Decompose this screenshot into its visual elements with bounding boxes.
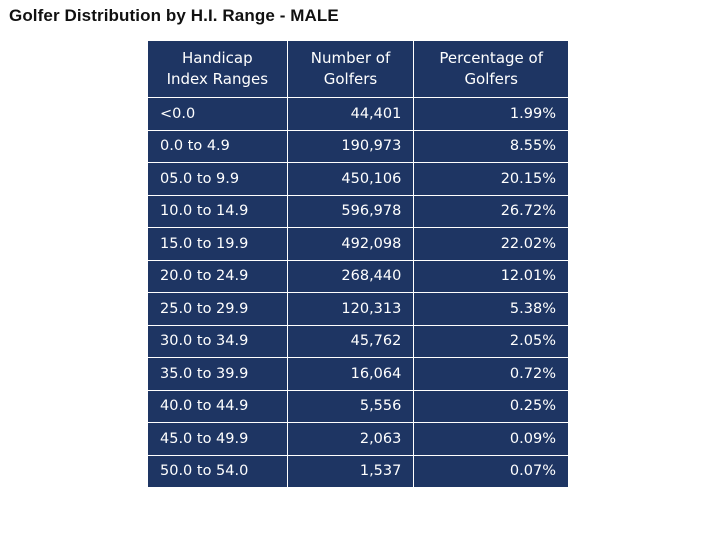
table-row: 30.0 to 34.9 45,762 2.05% xyxy=(147,324,569,358)
cell-hi-range: 05.0 to 9.9 xyxy=(147,162,288,196)
table-row: 05.0 to 9.9 450,106 20.15% xyxy=(147,162,569,196)
cell-percentage-of-golfers: 0.07% xyxy=(413,454,569,488)
cell-hi-range: 30.0 to 34.9 xyxy=(147,324,288,358)
cell-percentage-of-golfers: 2.05% xyxy=(413,324,569,358)
cell-percentage-of-golfers: 5.38% xyxy=(413,292,569,326)
cell-number-of-golfers: 450,106 xyxy=(286,162,415,196)
cell-number-of-golfers: 2,063 xyxy=(286,422,415,456)
header-line: Golfers xyxy=(323,70,378,88)
cell-hi-range: 40.0 to 44.9 xyxy=(147,389,288,423)
header-line: Number of xyxy=(310,49,391,67)
header-number-of-golfers: Number of Golfers xyxy=(286,40,415,98)
cell-percentage-of-golfers: 22.02% xyxy=(413,227,569,261)
cell-hi-range: 25.0 to 29.9 xyxy=(147,292,288,326)
header-line: Golfers xyxy=(464,70,518,88)
cell-percentage-of-golfers: 12.01% xyxy=(413,259,569,293)
cell-hi-range: <0.0 xyxy=(147,97,288,131)
cell-number-of-golfers: 16,064 xyxy=(286,357,415,391)
table-row: 20.0 to 24.9 268,440 12.01% xyxy=(147,259,569,293)
table-title: Golfer Distribution by H.I. Range - MALE xyxy=(9,6,339,25)
cell-number-of-golfers: 120,313 xyxy=(286,292,415,326)
cell-hi-range: 15.0 to 19.9 xyxy=(147,227,288,261)
cell-percentage-of-golfers: 20.15% xyxy=(413,162,569,196)
cell-hi-range: 45.0 to 49.9 xyxy=(147,422,288,456)
table-row: 10.0 to 14.9 596,978 26.72% xyxy=(147,194,569,228)
cell-number-of-golfers: 190,973 xyxy=(286,129,415,163)
table-row: 25.0 to 29.9 120,313 5.38% xyxy=(147,292,569,326)
cell-number-of-golfers: 1,537 xyxy=(286,454,415,488)
cell-percentage-of-golfers: 8.55% xyxy=(413,129,569,163)
cell-number-of-golfers: 5,556 xyxy=(286,389,415,423)
header-row: Handicap Index Ranges Number of Golfers … xyxy=(147,40,569,98)
table-row: 35.0 to 39.9 16,064 0.72% xyxy=(147,357,569,391)
cell-number-of-golfers: 596,978 xyxy=(286,194,415,228)
table-row: 45.0 to 49.9 2,063 0.09% xyxy=(147,422,569,456)
header-handicap-index-ranges: Handicap Index Ranges xyxy=(147,40,288,98)
cell-hi-range: 20.0 to 24.9 xyxy=(147,259,288,293)
table-row: 15.0 to 19.9 492,098 22.02% xyxy=(147,227,569,261)
cell-number-of-golfers: 45,762 xyxy=(286,324,415,358)
cell-number-of-golfers: 492,098 xyxy=(286,227,415,261)
table-row: 0.0 to 4.9 190,973 8.55% xyxy=(147,129,569,163)
table-row: 40.0 to 44.9 5,556 0.25% xyxy=(147,389,569,423)
cell-number-of-golfers: 268,440 xyxy=(286,259,415,293)
header-line: Percentage of xyxy=(439,49,543,67)
header-line: Handicap xyxy=(181,49,253,67)
cell-percentage-of-golfers: 0.72% xyxy=(413,357,569,391)
table-row: 50.0 to 54.0 1,537 0.07% xyxy=(147,454,569,488)
header-percentage-of-golfers: Percentage of Golfers xyxy=(413,40,569,98)
golfer-distribution-table: Handicap Index Ranges Number of Golfers … xyxy=(147,40,569,488)
cell-percentage-of-golfers: 26.72% xyxy=(413,194,569,228)
cell-hi-range: 10.0 to 14.9 xyxy=(147,194,288,228)
cell-number-of-golfers: 44,401 xyxy=(286,97,415,131)
cell-percentage-of-golfers: 1.99% xyxy=(413,97,569,131)
cell-hi-range: 50.0 to 54.0 xyxy=(147,454,288,488)
cell-percentage-of-golfers: 0.09% xyxy=(413,422,569,456)
cell-hi-range: 35.0 to 39.9 xyxy=(147,357,288,391)
header-line: Index Ranges xyxy=(166,70,269,88)
table-row: <0.0 44,401 1.99% xyxy=(147,97,569,131)
cell-percentage-of-golfers: 0.25% xyxy=(413,389,569,423)
cell-hi-range: 0.0 to 4.9 xyxy=(147,129,288,163)
